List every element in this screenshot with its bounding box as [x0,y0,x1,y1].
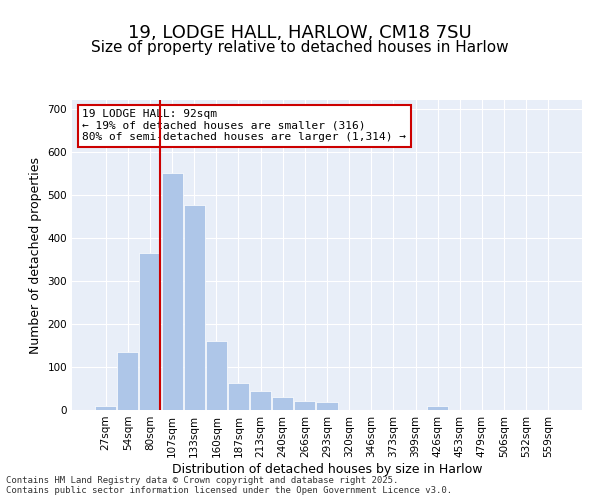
Text: Contains HM Land Registry data © Crown copyright and database right 2025.
Contai: Contains HM Land Registry data © Crown c… [6,476,452,495]
Bar [250,390,271,410]
Bar [184,206,205,410]
X-axis label: Distribution of detached houses by size in Harlow: Distribution of detached houses by size … [172,462,482,475]
Bar [95,406,116,410]
Text: 19 LODGE HALL: 92sqm
← 19% of detached houses are smaller (316)
80% of semi-deta: 19 LODGE HALL: 92sqm ← 19% of detached h… [82,110,406,142]
Bar [206,341,227,410]
Bar [295,400,316,410]
Bar [161,173,182,410]
Text: 19, LODGE HALL, HARLOW, CM18 7SU: 19, LODGE HALL, HARLOW, CM18 7SU [128,24,472,42]
Y-axis label: Number of detached properties: Number of detached properties [29,156,42,354]
Bar [118,352,139,410]
Bar [139,253,160,410]
Text: Size of property relative to detached houses in Harlow: Size of property relative to detached ho… [91,40,509,55]
Bar [272,397,293,410]
Bar [427,406,448,410]
Bar [228,383,249,410]
Bar [316,402,338,410]
